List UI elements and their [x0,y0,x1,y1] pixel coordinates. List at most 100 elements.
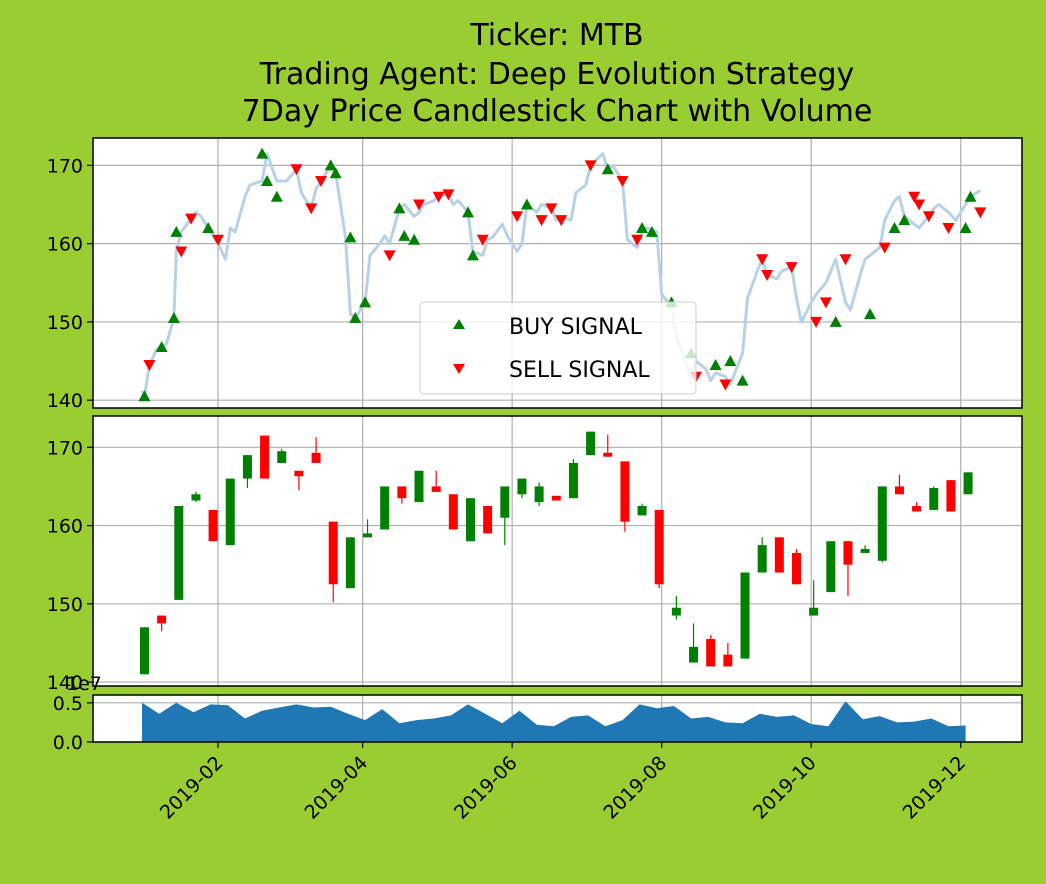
y-tick-label: 140 [47,672,83,694]
candle [500,486,510,546]
candle [723,642,733,667]
candle [517,478,527,499]
candle [380,486,390,530]
candle [603,434,613,457]
sell-signal-marker [290,164,303,176]
candle-body [826,541,836,593]
candle-body [277,451,287,463]
candle-body [260,435,270,479]
candle-body [723,654,733,667]
candle [483,506,493,534]
candle [963,472,973,495]
candle-layer [139,431,973,675]
sell-signal-marker [761,269,774,281]
candle-body [620,461,630,522]
y-tick-label: 170 [47,155,83,177]
candle [740,572,750,659]
candle-body [363,533,373,538]
sell-signal-marker [476,234,489,246]
chart-title-line-2: Trading Agent: Deep Evolution Strategy [259,57,855,92]
candle [551,495,561,501]
candle-body [568,462,578,499]
sell-signal-marker [785,262,798,274]
buy-signal-marker [636,222,649,233]
candle [414,470,424,503]
candle-body [328,521,338,585]
candle [689,623,699,663]
buy-signal-marker [167,312,180,323]
candle [345,537,355,589]
candle [671,596,681,620]
x-tick-label: 2019-04 [300,752,372,824]
buy-signal-marker [270,190,283,202]
candle-body [912,506,922,512]
candle-body [809,607,819,616]
sell-signal-marker [913,199,926,211]
sell-signal-marker [383,250,396,262]
buy-signal-marker [709,358,722,370]
candle [912,502,922,512]
buy-signal-marker [344,231,357,243]
price-panel: BUY SIGNAL SELL SIGNAL 140 150 160 170 [47,137,1023,412]
buy-signal-marker [202,222,215,233]
buy-signal-marker [170,225,183,237]
candle [294,470,304,491]
chart-title-line-1: Ticker: MTB [469,18,643,53]
candle-body [191,494,201,501]
sell-signal-marker [535,215,548,227]
candle-body [551,495,561,501]
candle [706,635,716,667]
candle-body [174,506,184,600]
candle [568,459,578,499]
candle [809,580,819,616]
candle [877,486,887,563]
candle [946,480,956,512]
candle [929,486,939,510]
y-tick-label: 150 [47,312,83,334]
candle-body [894,486,904,495]
sell-signal-marker [922,211,935,223]
buy-signal-marker [888,222,901,233]
candle-body [757,545,767,573]
candle [328,521,338,603]
sell-signal-marker [555,215,568,227]
candle-body [397,486,407,499]
buy-signal-marker [645,225,658,237]
candle [242,455,252,488]
candle-body [637,506,647,516]
sell-signal-marker [810,316,823,328]
candle [277,448,287,463]
buy-signal-marker [736,374,749,386]
buy-signal-marker [324,159,337,171]
candle-body [689,646,699,663]
candle-body [586,431,596,456]
candle-body [448,494,458,530]
sell-signal-marker [974,207,987,219]
candle-body [860,549,870,553]
candle [431,470,441,492]
buy-signal-marker [256,147,269,159]
candle [860,545,870,553]
candle [843,541,853,596]
y-tick-label: 170 [47,437,83,459]
candle-y-axis: 140 150 160 170 [47,437,93,694]
candle-body [740,572,750,659]
candle-body [380,486,390,530]
candle [774,537,784,573]
candle-panel: 140 150 160 170 [47,415,1023,694]
candle-body [963,472,973,495]
sell-signal-layer [143,160,987,391]
sell-signal-marker [413,199,426,211]
candle-body [242,455,252,479]
candle [174,506,184,600]
candle [157,615,167,632]
candle-body [345,537,355,589]
candle [139,627,149,675]
candle-body [706,639,716,667]
candle [465,498,475,542]
candle-body [500,486,510,518]
volume-panel-frame [92,694,1023,743]
buy-signal-marker [601,163,614,175]
candle-body [157,615,167,624]
